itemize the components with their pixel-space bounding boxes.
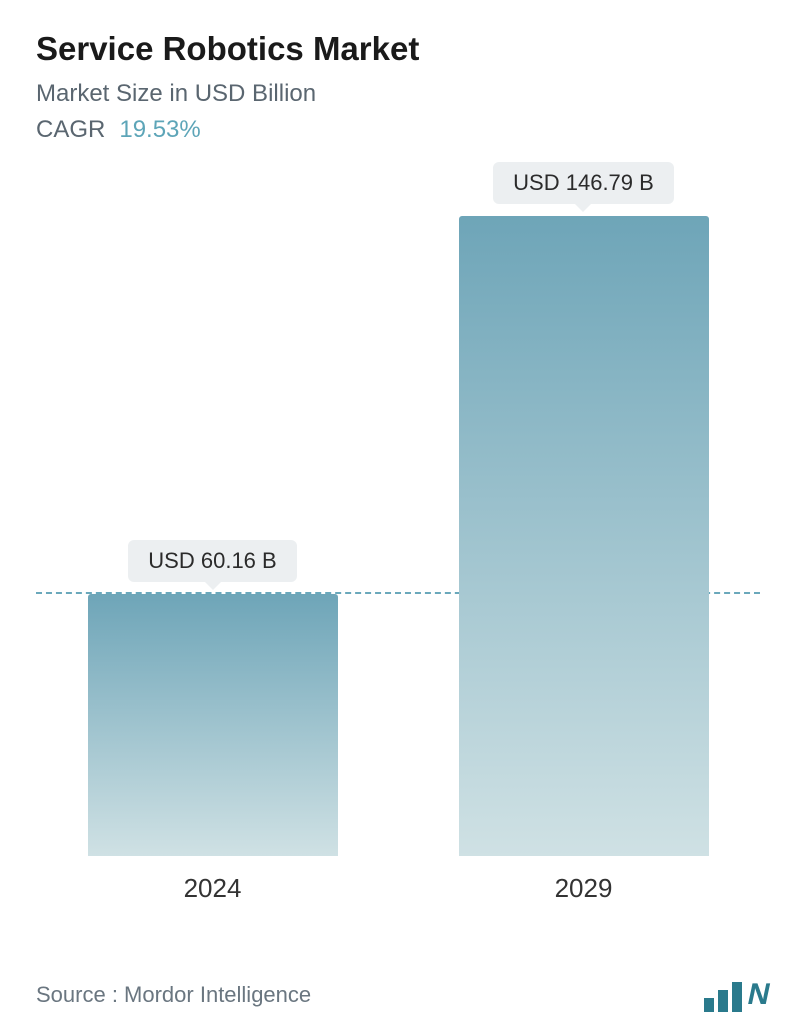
chart-footer: Source : Mordor Intelligence N <box>36 978 768 1012</box>
chart-title: Service Robotics Market <box>36 30 760 68</box>
value-bubble: USD 60.16 B <box>128 540 296 582</box>
chart-subtitle: Market Size in USD Billion <box>36 80 760 108</box>
cagr-label: CAGR <box>36 116 105 144</box>
value-bubble: USD 146.79 B <box>493 162 674 204</box>
bar-column: USD 60.16 B <box>88 216 338 856</box>
bar <box>88 594 338 856</box>
x-axis-label: 2029 <box>459 873 709 904</box>
chart-area: USD 60.16 B USD 146.79 B 2024 2029 <box>36 164 760 904</box>
x-axis-label: 2024 <box>88 873 338 904</box>
bar <box>459 216 709 856</box>
source-text: Source : Mordor Intelligence <box>36 982 311 1008</box>
bars-container: USD 60.16 B USD 146.79 B <box>36 216 760 856</box>
x-axis: 2024 2029 <box>36 873 760 904</box>
bar-column: USD 146.79 B <box>459 216 709 856</box>
cagr-row: CAGR 19.53% <box>36 116 760 144</box>
mordor-logo-icon: N <box>704 978 768 1012</box>
cagr-value: 19.53% <box>119 116 200 144</box>
